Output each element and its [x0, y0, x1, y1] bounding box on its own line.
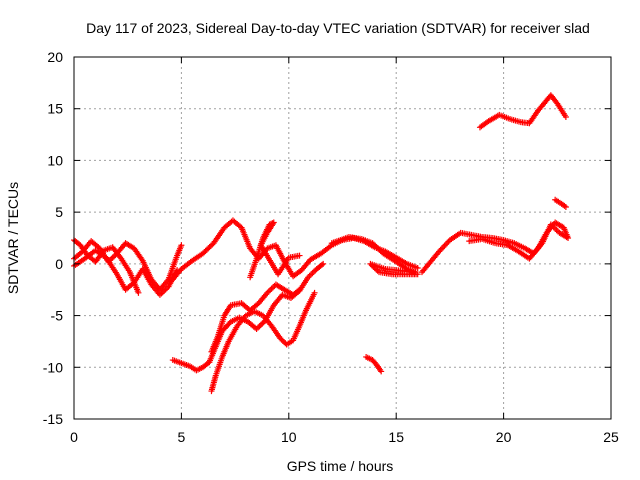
- data-point: [178, 242, 185, 249]
- data-point: [553, 227, 560, 234]
- y-tick-label: 10: [47, 152, 63, 168]
- x-tick-label: 15: [388, 429, 404, 445]
- x-tick-label: 20: [496, 429, 512, 445]
- data-point: [414, 264, 421, 271]
- plot-frame: [73, 56, 612, 420]
- chart-title: Day 117 of 2023, Sidereal Day-to-day VTE…: [86, 20, 590, 36]
- series-track-6: [328, 233, 421, 278]
- x-tick-label: 5: [178, 429, 186, 445]
- series-track-7: [418, 219, 572, 276]
- x-tick-label: 25: [603, 429, 619, 445]
- series-track-11: [208, 289, 318, 395]
- series-track-13: [208, 281, 303, 355]
- data-point: [414, 271, 421, 278]
- data-point: [318, 261, 325, 268]
- data-point: [295, 287, 302, 294]
- y-tick-label: 0: [55, 256, 63, 272]
- data-point: [257, 321, 264, 328]
- y-tick-label: -10: [43, 359, 63, 375]
- data-point: [562, 113, 569, 120]
- data-point: [311, 289, 318, 296]
- data-point: [320, 260, 327, 267]
- data-point: [267, 287, 274, 294]
- series-track-9: [476, 92, 569, 131]
- series-track-4: [169, 217, 421, 283]
- data-point: [378, 368, 385, 375]
- axis-ticks: 0 5 10 15 20 25 -15 -10 -5 0 5 10 15 20: [43, 49, 619, 445]
- y-tick-label: -15: [43, 411, 63, 427]
- data-point: [309, 270, 316, 277]
- y-tick-label: 20: [47, 49, 63, 65]
- data-series: [71, 92, 572, 395]
- data-point: [562, 203, 569, 210]
- data-point: [135, 289, 142, 296]
- y-tick-label: 5: [55, 204, 63, 220]
- data-point: [109, 254, 116, 261]
- data-point: [255, 324, 262, 331]
- y-tick-label: -5: [51, 308, 64, 324]
- data-point: [259, 320, 266, 327]
- series-track-8: [552, 196, 569, 210]
- series-track-14: [363, 353, 385, 375]
- data-point: [268, 285, 275, 292]
- data-point: [553, 99, 560, 106]
- data-point: [296, 286, 303, 293]
- series-track-5: [247, 219, 303, 281]
- series-track-10: [169, 357, 213, 374]
- y-axis-label: SDTVAR / TECUs: [5, 182, 21, 294]
- series-track-3: [71, 237, 142, 296]
- data-point: [307, 271, 314, 278]
- x-tick-label: 0: [70, 429, 78, 445]
- x-tick-label: 10: [281, 429, 297, 445]
- data-point: [310, 268, 317, 275]
- y-tick-label: 15: [47, 101, 63, 117]
- x-axis-label: GPS time / hours: [287, 458, 394, 474]
- data-point: [296, 252, 303, 259]
- data-point: [466, 238, 473, 245]
